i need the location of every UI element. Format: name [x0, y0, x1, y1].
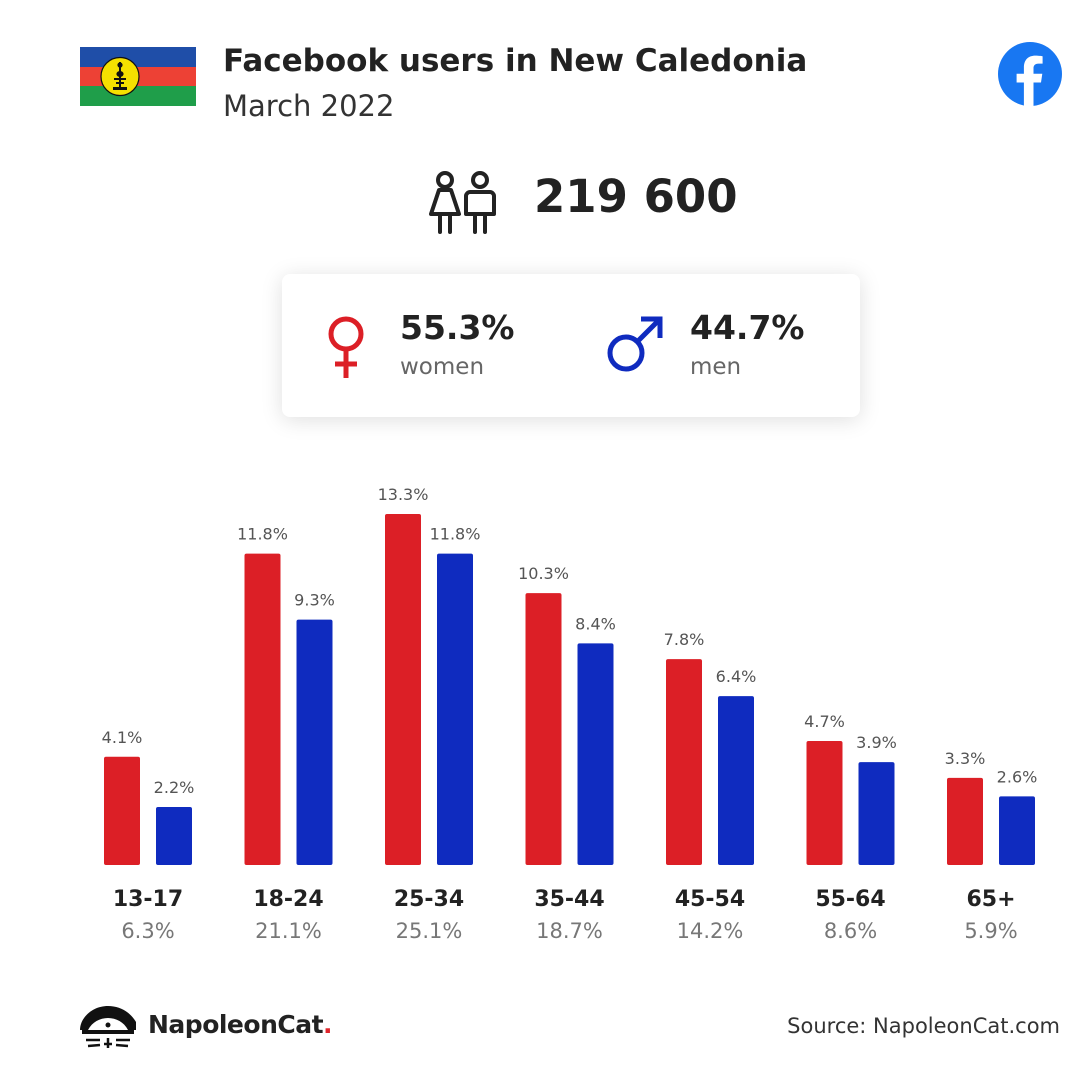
gender-card: 55.3% women 44.7% men: [282, 274, 860, 417]
flag-graphic: [80, 47, 196, 106]
bar-label-men-65+: 2.6%: [997, 767, 1038, 786]
bar-label-men-25-34: 11.8%: [430, 525, 481, 544]
bar-label-men-35-44: 8.4%: [575, 614, 616, 633]
bar-label-women-18-24: 11.8%: [237, 525, 288, 544]
bar-women-45-54: [666, 659, 702, 865]
category-total-35-44: 18.7%: [536, 919, 603, 943]
new-caledonia-flag-icon: [80, 47, 196, 106]
women-label: women: [400, 354, 485, 380]
bar-men-65+: [999, 796, 1035, 865]
page-subtitle: March 2022: [223, 89, 395, 123]
brand-dot: .: [323, 1010, 333, 1039]
bar-label-men-13-17: 2.2%: [154, 778, 195, 797]
category-label-35-44: 35-44: [534, 887, 604, 912]
bar-men-55-64: [858, 762, 895, 865]
flag-fleche-emblem: [113, 62, 127, 90]
women-percent: 55.3%: [400, 308, 515, 347]
brand-name-text: NapoleonCat: [148, 1010, 324, 1039]
bar-label-men-45-54: 6.4%: [716, 667, 757, 686]
bar-women-55-64: [806, 740, 843, 865]
category-total-45-54: 14.2%: [677, 919, 744, 943]
bar-women-13-17: [104, 756, 140, 865]
chart-svg: 4.1% 2.2% 13-17 6.3% 11.8% 9.3% 18-24 21.1% 13.3…: [102, 485, 1038, 943]
men-label: men: [690, 354, 742, 380]
flag-stripe-green: [80, 86, 196, 106]
category-label-18-24: 18-24: [253, 887, 323, 912]
category-label-55-64: 55-64: [815, 887, 885, 912]
bar-label-women-13-17: 4.1%: [102, 728, 143, 747]
category-total-65+: 5.9%: [964, 919, 1017, 943]
bar-men-35-44: [577, 643, 614, 865]
bar-women-35-44: [525, 593, 562, 865]
category-label-65+: 65+: [966, 887, 1015, 912]
users-icon: [428, 168, 498, 238]
male-symbol-icon: [605, 314, 665, 374]
category-label-13-17: 13-17: [113, 887, 183, 912]
men-percent: 44.7%: [690, 308, 805, 347]
bar-men-25-34: [437, 553, 473, 865]
bar-women-18-24: [244, 553, 281, 865]
total-users-value: 219 600: [534, 170, 738, 223]
bar-label-men-18-24: 9.3%: [294, 591, 335, 610]
category-total-18-24: 21.1%: [255, 919, 322, 943]
brand-name: NapoleonCat.: [148, 1010, 333, 1039]
bar-label-women-55-64: 4.7%: [804, 712, 845, 731]
category-total-25-34: 25.1%: [396, 919, 463, 943]
bar-women-25-34: [385, 514, 421, 865]
bar-label-women-45-54: 7.8%: [664, 630, 705, 649]
bar-men-18-24: [296, 619, 333, 865]
age-gender-bar-chart: 4.1% 2.2% 13-17 6.3% 11.8% 9.3% 18-24 21.1% 13.3…: [0, 470, 1080, 950]
bar-label-women-25-34: 13.3%: [378, 485, 429, 504]
bar-men-13-17: [156, 806, 192, 865]
bar-label-women-35-44: 10.3%: [518, 564, 569, 583]
facebook-icon: [998, 42, 1062, 106]
bar-women-65+: [947, 777, 983, 865]
category-total-13-17: 6.3%: [121, 919, 174, 943]
page-title: Facebook users in New Caledonia: [223, 43, 808, 79]
female-symbol-icon: [324, 314, 370, 380]
flag-stripe-blue: [80, 47, 196, 67]
bar-label-women-65+: 3.3%: [945, 749, 986, 768]
bar-men-45-54: [718, 696, 754, 865]
category-label-25-34: 25-34: [394, 887, 464, 912]
bar-label-men-55-64: 3.9%: [856, 733, 897, 752]
source-text: Source: NapoleonCat.com: [787, 1014, 1060, 1038]
category-label-45-54: 45-54: [675, 887, 745, 912]
napoleoncat-logo-icon: [78, 1000, 138, 1052]
category-total-55-64: 8.6%: [824, 919, 877, 943]
